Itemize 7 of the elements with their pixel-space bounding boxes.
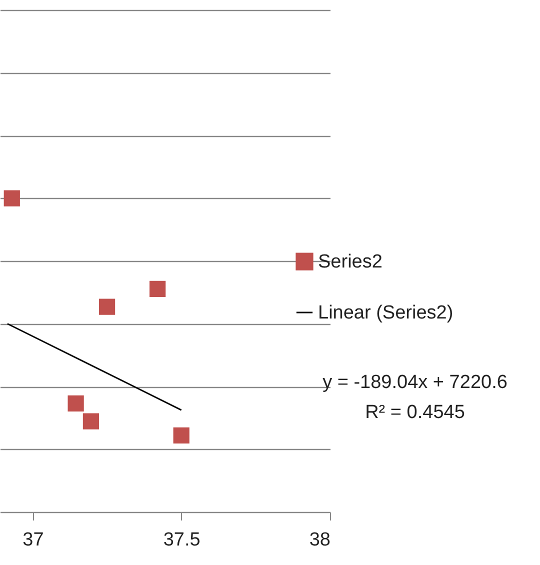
- legend-label: Linear (Series2): [318, 302, 454, 324]
- annotation: y = -189.04x + 7220.6: [322, 371, 508, 395]
- x-tick-label: 37.5: [163, 530, 200, 550]
- text: R² = 0.4545: [364, 401, 466, 425]
- legend-label: Series2: [318, 252, 382, 272]
- x-tick-label: 37: [22, 530, 44, 550]
- x-tick-label: 38: [309, 530, 330, 550]
